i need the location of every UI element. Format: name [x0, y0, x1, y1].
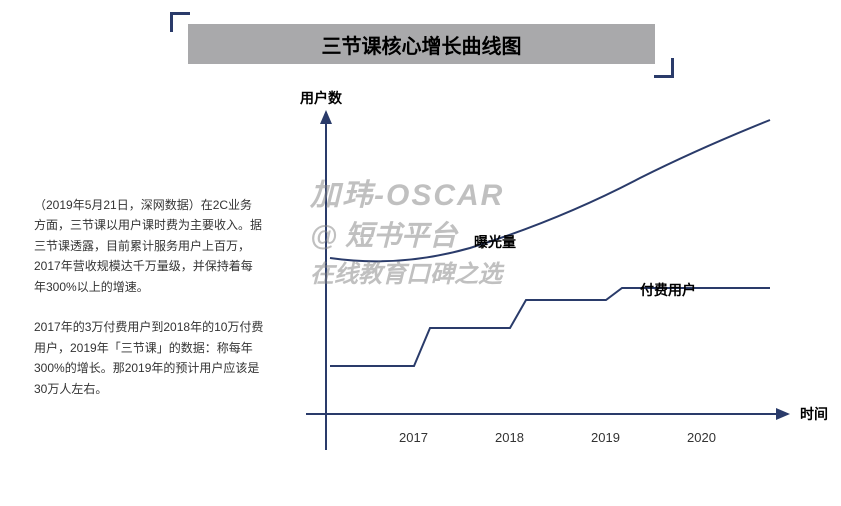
x-tick-2020: 2020: [687, 430, 716, 445]
x-tick-2018: 2018: [495, 430, 524, 445]
series-paying-users: [330, 288, 770, 366]
series-label-paying: 付费用户: [640, 280, 696, 300]
x-tick-2019: 2019: [591, 430, 620, 445]
series-exposure: [330, 120, 770, 261]
x-tick-2017: 2017: [399, 430, 428, 445]
series-label-exposure: 曝光量: [474, 232, 516, 252]
